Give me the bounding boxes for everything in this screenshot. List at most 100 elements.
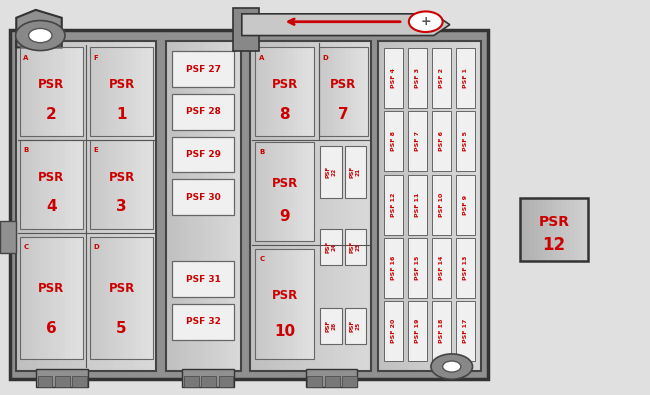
Polygon shape [93, 41, 101, 371]
Polygon shape [207, 41, 211, 371]
Polygon shape [430, 41, 436, 371]
Polygon shape [65, 41, 73, 371]
Polygon shape [75, 140, 79, 229]
Polygon shape [456, 301, 475, 361]
Polygon shape [409, 41, 415, 371]
Polygon shape [94, 140, 99, 229]
Polygon shape [575, 198, 580, 261]
Text: B: B [259, 149, 265, 155]
Text: C: C [23, 244, 29, 250]
Polygon shape [287, 249, 291, 359]
Polygon shape [399, 41, 404, 371]
Text: B: B [23, 147, 29, 153]
Text: PSF 16: PSF 16 [391, 256, 396, 280]
Polygon shape [424, 41, 430, 371]
Polygon shape [124, 140, 129, 229]
Polygon shape [145, 140, 150, 229]
Polygon shape [352, 41, 359, 371]
Polygon shape [404, 41, 410, 371]
Polygon shape [283, 47, 287, 136]
Polygon shape [55, 376, 70, 387]
Polygon shape [98, 140, 103, 229]
Text: PSR: PSR [109, 171, 135, 184]
Polygon shape [435, 41, 441, 371]
Polygon shape [79, 140, 84, 229]
Polygon shape [58, 140, 62, 229]
Text: PSR: PSR [109, 78, 135, 91]
Text: PSF 14: PSF 14 [439, 256, 444, 280]
Polygon shape [140, 140, 146, 229]
Polygon shape [36, 47, 42, 136]
Polygon shape [432, 175, 451, 235]
Polygon shape [250, 41, 257, 371]
Polygon shape [408, 301, 427, 361]
Text: PSF 7: PSF 7 [415, 132, 420, 151]
Polygon shape [384, 301, 403, 361]
Polygon shape [465, 41, 471, 371]
Polygon shape [90, 237, 95, 359]
Polygon shape [226, 41, 230, 371]
Text: 9: 9 [280, 209, 290, 224]
Polygon shape [256, 41, 263, 371]
Polygon shape [66, 47, 71, 136]
Polygon shape [70, 237, 75, 359]
Polygon shape [359, 41, 365, 371]
Polygon shape [384, 175, 403, 235]
Text: PSR: PSR [38, 78, 64, 91]
Polygon shape [172, 51, 234, 87]
Polygon shape [432, 48, 451, 108]
Polygon shape [307, 376, 322, 387]
Circle shape [431, 354, 473, 379]
Polygon shape [328, 47, 332, 136]
Polygon shape [45, 237, 50, 359]
Polygon shape [345, 47, 349, 136]
Polygon shape [218, 41, 222, 371]
Polygon shape [20, 140, 25, 229]
Polygon shape [274, 41, 281, 371]
Polygon shape [107, 41, 114, 371]
Polygon shape [456, 175, 475, 235]
Text: PSR: PSR [38, 282, 64, 295]
Polygon shape [229, 41, 234, 371]
Polygon shape [335, 47, 339, 136]
Text: PSR: PSR [38, 171, 64, 184]
Polygon shape [70, 140, 75, 229]
Text: D: D [322, 55, 328, 60]
Polygon shape [53, 140, 58, 229]
Polygon shape [445, 41, 451, 371]
Polygon shape [287, 47, 291, 136]
Text: PSF
26: PSF 26 [326, 320, 337, 332]
Polygon shape [111, 140, 116, 229]
Polygon shape [86, 41, 94, 371]
Polygon shape [529, 198, 534, 261]
Polygon shape [177, 41, 181, 371]
Polygon shape [149, 47, 154, 136]
Polygon shape [32, 47, 37, 136]
Polygon shape [302, 47, 307, 136]
Polygon shape [98, 237, 103, 359]
Polygon shape [341, 41, 347, 371]
Polygon shape [267, 249, 272, 359]
Polygon shape [32, 237, 37, 359]
Polygon shape [136, 47, 141, 136]
Polygon shape [66, 140, 71, 229]
Polygon shape [561, 198, 566, 261]
Polygon shape [346, 41, 353, 371]
Polygon shape [310, 47, 315, 136]
Polygon shape [115, 140, 120, 229]
Text: PSF 8: PSF 8 [391, 132, 396, 151]
Polygon shape [28, 140, 33, 229]
Polygon shape [456, 238, 475, 298]
Polygon shape [279, 47, 283, 136]
Polygon shape [255, 249, 260, 359]
Polygon shape [24, 140, 29, 229]
Circle shape [409, 11, 443, 32]
Polygon shape [306, 47, 311, 136]
Polygon shape [384, 111, 403, 171]
Polygon shape [136, 237, 141, 359]
Polygon shape [145, 237, 150, 359]
Polygon shape [200, 41, 204, 371]
Polygon shape [432, 301, 451, 361]
Polygon shape [579, 198, 584, 261]
Polygon shape [136, 140, 141, 229]
